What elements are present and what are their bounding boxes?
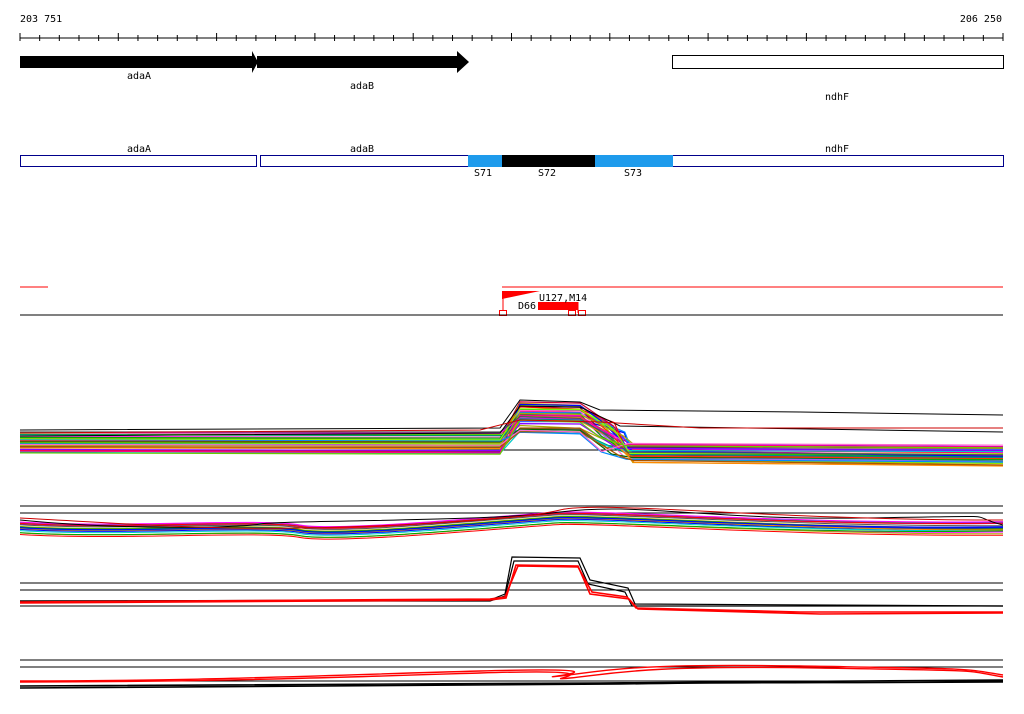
sample-coverage-line bbox=[19, 518, 1004, 535]
panel4-sample-lines bbox=[19, 664, 1004, 689]
mutation-marker-wedge[interactable] bbox=[502, 291, 540, 299]
sample-coverage-line bbox=[19, 523, 1004, 540]
mutation-label-U127-M14: U127,M14 bbox=[539, 293, 587, 304]
sample-coverage-line bbox=[19, 664, 1004, 682]
ruler-start-label: 203 751 bbox=[20, 14, 62, 25]
segment-S71[interactable] bbox=[468, 155, 502, 167]
coverage-panel-red-black bbox=[19, 556, 1004, 615]
segment-label-S72: S72 bbox=[538, 168, 556, 179]
sample-coverage-line bbox=[19, 508, 1004, 528]
sample-coverage-line bbox=[19, 666, 1004, 683]
sample-coverage-line bbox=[19, 506, 1004, 529]
segment-box-adaB[interactable] bbox=[260, 155, 469, 167]
segment-box-ndhF[interactable] bbox=[672, 155, 1004, 167]
sample-coverage-line bbox=[19, 431, 1004, 463]
segment-box-adaA[interactable] bbox=[20, 155, 257, 167]
gene-label-adaB: adaB bbox=[350, 81, 374, 92]
ruler-end-label: 206 250 bbox=[960, 14, 1002, 25]
panel3-sample-lines bbox=[19, 556, 1004, 615]
segment-gene-label-adaB: adaB bbox=[350, 144, 374, 155]
sample-coverage-line bbox=[19, 419, 1004, 455]
sample-coverage-line bbox=[19, 408, 1004, 455]
sample-coverage-line bbox=[19, 422, 1004, 452]
coordinate-ruler: 203 751 206 250 bbox=[19, 14, 1004, 41]
sample-coverage-line bbox=[19, 419, 1004, 467]
sample-coverage-line bbox=[19, 399, 1004, 431]
coverage-panel-multisample bbox=[19, 399, 1004, 467]
panel1-sample-lines bbox=[19, 399, 1004, 467]
sample-coverage-line bbox=[19, 565, 1003, 613]
gene-label-ndhF: ndhF bbox=[825, 92, 849, 103]
gene-arrow-adaA[interactable] bbox=[20, 51, 258, 73]
segment-label-S71: S71 bbox=[474, 168, 492, 179]
sample-coverage-line bbox=[19, 429, 1004, 453]
sample-coverage-line bbox=[19, 519, 1004, 536]
sample-coverage-line bbox=[19, 681, 1004, 689]
segment-gene-label-adaA: adaA bbox=[127, 144, 151, 155]
gene-track: adaA adaB ndhF bbox=[20, 51, 1004, 103]
sample-coverage-line bbox=[19, 514, 1004, 530]
sample-coverage-line bbox=[19, 419, 1003, 434]
sample-coverage-line bbox=[19, 511, 1004, 528]
mutation-track: D66 U127,M14 bbox=[20, 286, 1003, 316]
coverage-panel-secondary bbox=[19, 505, 1004, 540]
sample-coverage-line bbox=[19, 428, 1004, 459]
sample-coverage-line bbox=[19, 564, 1004, 615]
sample-coverage-line bbox=[19, 516, 1004, 533]
gene-arrow-adaB[interactable] bbox=[257, 51, 469, 73]
gene-label-adaA: adaA bbox=[127, 71, 151, 82]
sample-coverage-line bbox=[19, 521, 1004, 538]
mutation-label-D66: D66 bbox=[518, 301, 536, 312]
panel2-sample-lines bbox=[19, 506, 1004, 540]
segment-label-S73: S73 bbox=[624, 168, 642, 179]
coverage-panel-bottom bbox=[19, 659, 1004, 689]
gene-box-ndhF[interactable] bbox=[672, 55, 1004, 69]
ruler-ticks bbox=[19, 33, 1004, 41]
mutation-block[interactable] bbox=[538, 302, 578, 310]
sample-coverage-line bbox=[19, 512, 1004, 529]
segment-S72[interactable] bbox=[502, 155, 595, 167]
sample-coverage-line bbox=[20, 415, 1004, 456]
sample-coverage-line bbox=[19, 679, 1004, 687]
segment-gene-label-ndhF: ndhF bbox=[825, 144, 849, 155]
segment-S73[interactable] bbox=[595, 155, 673, 167]
segment-track: adaA adaB ndhF S71 S72 S73 bbox=[20, 144, 1004, 179]
